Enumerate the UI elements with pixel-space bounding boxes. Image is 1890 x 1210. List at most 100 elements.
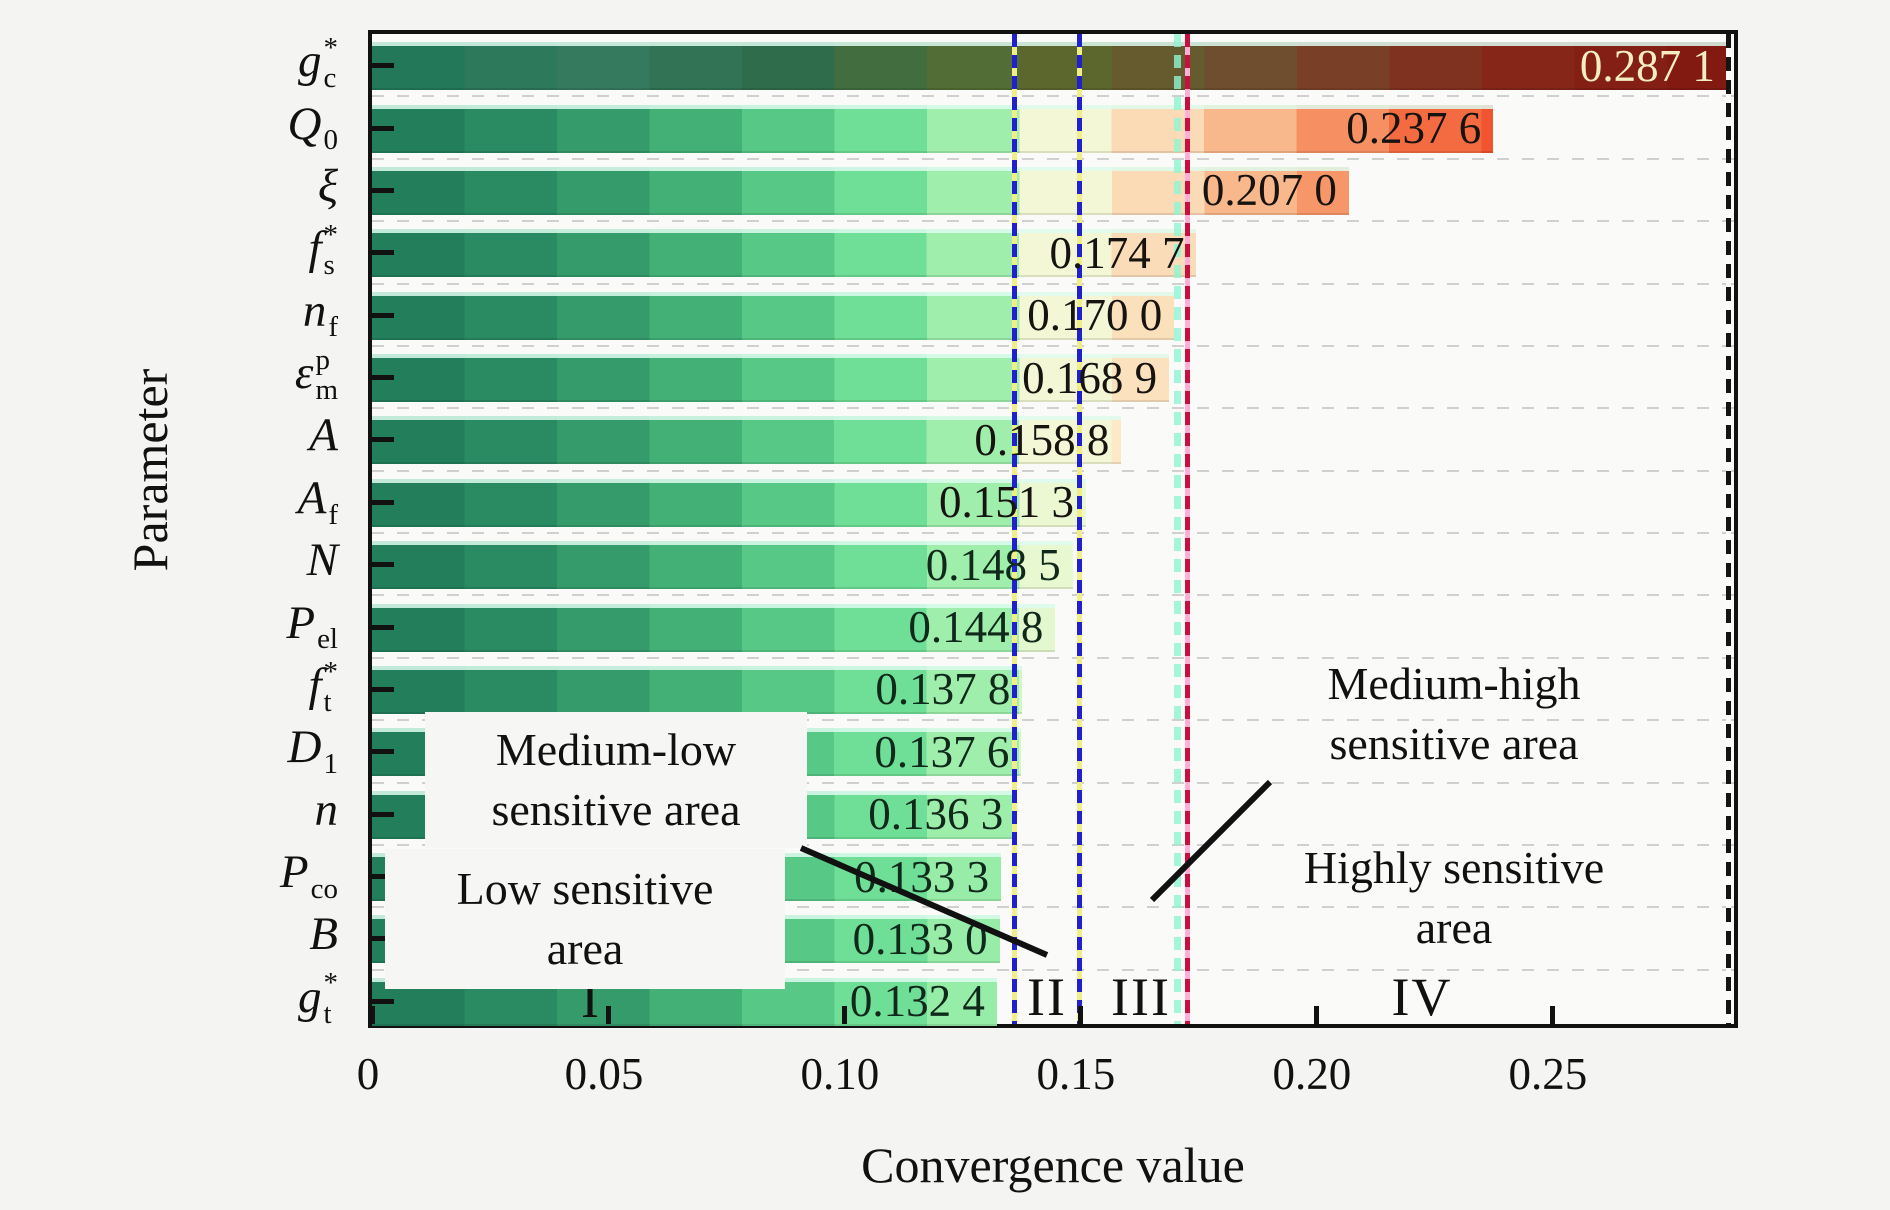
horizontal-gridline — [372, 968, 1734, 971]
horizontal-gridline — [372, 906, 1734, 909]
parameter-symbol: f — [308, 222, 322, 275]
parameter-symbol: n — [314, 783, 339, 836]
annotation-line: Low sensitive — [456, 863, 714, 915]
y-axis-tick — [372, 998, 394, 1004]
y-axis-tick — [372, 936, 394, 942]
bar-value-label: 0.158 8 — [974, 414, 1110, 465]
y-axis-tick — [372, 187, 394, 193]
bar-value-label: 0.151 3 — [939, 477, 1075, 528]
bar-value-label: 0.168 9 — [1022, 352, 1158, 403]
parameter-label-n: n — [0, 779, 352, 841]
x-axis-tick — [605, 1006, 611, 1024]
bar-N — [372, 541, 1073, 590]
parameter-symbol: Q — [287, 97, 322, 150]
x-axis-tick — [1077, 1006, 1083, 1024]
horizontal-gridline — [372, 220, 1734, 223]
y-axis-tick — [372, 375, 394, 381]
bar-value-label: 0.174 7 — [1049, 227, 1185, 278]
gridline-layer — [372, 34, 1734, 1024]
annotation-line: sensitive area — [1329, 718, 1579, 769]
x-tick-label-0.15: 0.15 — [1036, 1049, 1116, 1099]
parameter-symbol: D — [287, 721, 322, 774]
y-axis-tick — [372, 63, 394, 69]
bar-value-label: 0.170 0 — [1027, 290, 1163, 341]
horizontal-gridline — [372, 95, 1734, 98]
parameter-label-gt: g * t — [0, 966, 352, 1030]
x-axis-tick — [370, 1006, 375, 1024]
x-tick-label-0.25: 0.25 — [1508, 1049, 1588, 1099]
annotations-layer: Medium-low sensitive area Low sensitive are… — [372, 34, 1734, 1024]
plot-area: 0.287 1 0.237 6 0.207 0 0.174 7 0.170 0 0.168… — [368, 30, 1738, 1028]
y-axis-tick — [372, 874, 394, 880]
horizontal-gridline — [372, 719, 1734, 722]
parameter-sub-sup: 1 — [323, 748, 339, 781]
horizontal-gridline — [372, 781, 1734, 784]
parameter-symbol: ε — [294, 347, 314, 400]
bar-Af — [372, 478, 1087, 527]
parameter-label-ξ: ξ — [0, 155, 352, 217]
bar-ft — [372, 665, 1023, 714]
bar-fs — [372, 229, 1197, 278]
zone-label-II: II — [1027, 967, 1067, 1027]
parameter-symbol: P — [279, 846, 309, 899]
y-axis-tick — [372, 562, 394, 568]
bar-value-label: 0.132 4 — [849, 976, 985, 1027]
parameter-symbol: f — [308, 658, 322, 711]
x-tick-label-0.05: 0.05 — [564, 1049, 644, 1099]
parameter-sub-sup: * t — [323, 655, 339, 718]
parameter-sub-sup: * t — [323, 967, 339, 1030]
horizontal-gridline — [372, 282, 1734, 285]
bar-value-label: 0.137 6 — [874, 726, 1010, 777]
horizontal-gridline — [372, 656, 1734, 659]
parameter-sub-sup: f — [328, 311, 338, 344]
x-tick-label-0.10: 0.10 — [800, 1049, 880, 1099]
x-axis-tick — [1549, 1006, 1555, 1024]
bar-value-label: 0.287 1 — [1579, 40, 1715, 91]
bar-value-label: 0.148 5 — [925, 539, 1061, 590]
horizontal-gridline — [372, 469, 1734, 472]
parameter-sub-sup: 0 — [323, 124, 339, 157]
parameter-symbol: g — [298, 970, 322, 1023]
axis-ticks-layer — [370, 34, 1734, 1024]
annotation-line: Medium-high — [1327, 658, 1581, 710]
y-axis-tick — [372, 312, 394, 318]
bar-Pel — [372, 603, 1056, 652]
annotation-line: Highly sensitive — [1303, 842, 1605, 894]
parameter-label-gc: g * c — [0, 30, 352, 95]
zone-boundary-lines-layer — [372, 34, 1734, 1024]
zone-boundary-line-blue — [1012, 34, 1018, 1024]
zone-label-IV: IV — [1391, 967, 1453, 1027]
horizontal-gridline — [372, 344, 1734, 347]
parameter-label-B: B — [0, 903, 352, 965]
zone-boundary-line-mint — [1174, 34, 1182, 1024]
parameter-symbol: n — [302, 284, 327, 337]
bar-εm — [372, 354, 1170, 403]
annotation-low: Low sensitive area — [385, 849, 785, 989]
horizontal-gridline — [372, 594, 1734, 597]
y-axis-tick — [372, 499, 394, 505]
annotation-line: area — [546, 923, 624, 974]
parameter-symbol: g — [298, 35, 322, 88]
bar-nf — [372, 291, 1175, 340]
zone-boundary-line-black — [1726, 34, 1732, 1024]
annotation-line: area — [1415, 902, 1493, 953]
parameter-symbol: A — [297, 471, 327, 524]
zone-boundary-line-red — [1185, 34, 1191, 1024]
parameter-sub-sup: * c — [323, 31, 339, 95]
parameter-symbol: A — [309, 409, 338, 462]
parameter-sub-sup: el — [317, 623, 338, 656]
parameter-symbol: P — [286, 596, 316, 649]
parameter-symbol: ξ — [317, 159, 338, 212]
annotation-medium_low: Medium-low sensitive area — [425, 712, 807, 848]
y-axis-tick — [372, 437, 394, 443]
y-axis-tick — [372, 125, 394, 131]
annotation-line: Medium-low — [495, 724, 737, 776]
